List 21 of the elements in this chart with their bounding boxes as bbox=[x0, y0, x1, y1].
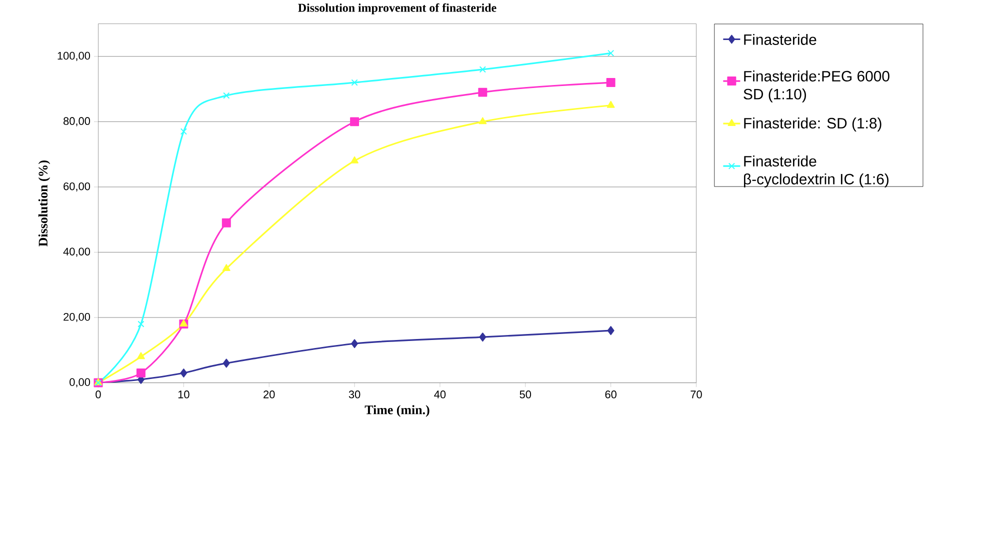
y-tick-label: 60,00 bbox=[64, 182, 90, 192]
x-tick-label: 50 bbox=[520, 390, 532, 398]
y-tick-label: 20,00 bbox=[64, 312, 90, 322]
legend-label: Finasteride bbox=[744, 34, 816, 45]
x-tick-label: 40 bbox=[434, 390, 446, 398]
legend-label: Finasteride β-cyclodextrin IC (1:6) bbox=[744, 156, 888, 188]
x-tick-label: 20 bbox=[264, 390, 275, 398]
chart-title: Dissolution improvement of finasteride bbox=[298, 3, 496, 14]
x-tick-label: 60 bbox=[605, 390, 616, 398]
x-tick-label: 0 bbox=[96, 390, 101, 398]
y-tick-label: 0,00 bbox=[70, 378, 90, 388]
x-tick-label: 10 bbox=[178, 390, 190, 398]
y-tick-label: 40,00 bbox=[63, 248, 90, 257]
legend-label: Finasteride:PEG 6000 SD (1:10) bbox=[744, 70, 890, 102]
x-tick-label: 30 bbox=[348, 390, 360, 398]
y-axis-title: Dissolution (%) bbox=[38, 160, 50, 246]
y-tick-label: 80,00 bbox=[64, 117, 90, 126]
legend-label: Finasteride: SD (1:8) bbox=[744, 118, 882, 132]
y-tick-label: 100,00 bbox=[58, 52, 90, 61]
x-tick-label: 70 bbox=[690, 390, 702, 398]
x-axis-title: Time (min.) bbox=[364, 405, 430, 417]
